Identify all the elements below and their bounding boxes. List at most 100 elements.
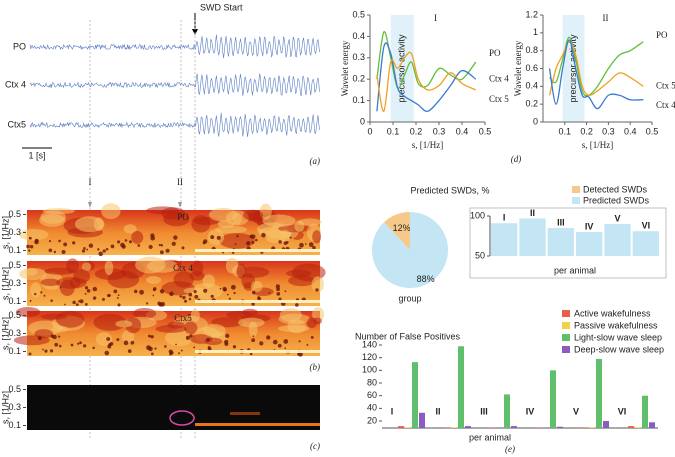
series-label: Ctx 4: [656, 100, 675, 110]
spectrogram-dot: [58, 239, 61, 243]
series-label: PO: [656, 30, 668, 40]
bar: [547, 228, 574, 256]
spectrogram-label: Ctx 4: [173, 263, 193, 273]
spectrogram-dot: [278, 240, 282, 244]
spectrogram-dot: [159, 289, 165, 294]
bar: [603, 421, 609, 428]
spectrogram-dot: [261, 232, 266, 238]
x-tick-label: 0.1: [559, 126, 572, 136]
series-label: PO: [489, 48, 501, 58]
spectrogram-dot: [308, 242, 314, 247]
legend-swatch: [562, 334, 570, 341]
spectrogram-dot: [107, 344, 112, 349]
spectrogram-dot: [152, 288, 156, 292]
category-label: III: [557, 217, 565, 227]
y-tick-label: 0: [360, 116, 365, 126]
line-series: [549, 36, 644, 97]
spectrogram-dot: [180, 349, 183, 352]
spectrogram-blob: [191, 260, 204, 277]
legend-swatch: [572, 197, 580, 204]
spectrogram-dot: [184, 299, 187, 303]
x-tick-label: 0: [367, 126, 372, 136]
spectrogram-dot: [150, 352, 154, 356]
bar: [582, 427, 588, 428]
spectrogram-dot: [233, 291, 236, 295]
y-tick-label: 1.2: [525, 9, 538, 19]
spectrogram-dot: [124, 239, 128, 242]
spectrogram-dot: [210, 235, 215, 240]
spectrogram-dot: [154, 347, 157, 350]
spectrogram-dot: [88, 243, 94, 248]
bar: [635, 427, 641, 428]
highlight-label: precursor activity: [397, 34, 407, 103]
legend-swatch: [562, 310, 570, 317]
spectrogram-dot: [251, 241, 255, 244]
spectrogram-blob: [225, 210, 249, 226]
spectrogram-dot: [268, 291, 271, 294]
spectrogram-blob: [145, 276, 162, 284]
spectrogram-blob: [165, 330, 194, 347]
spectrogram-dot: [252, 290, 256, 295]
spectrogram-dot: [92, 346, 95, 350]
spectrogram-dot: [193, 289, 197, 294]
spectrogram-dot: [277, 343, 282, 348]
marker-label: I: [89, 177, 92, 187]
spectrogram-dot: [216, 235, 221, 240]
spectrogram-dot: [59, 286, 62, 289]
spectrogram-dot: [259, 341, 264, 346]
spectrogram-streak: [195, 300, 320, 303]
y-axis-label: s, [1/Hz]: [0, 216, 10, 249]
bar: [628, 426, 634, 428]
spectrogram-blob: [155, 324, 188, 333]
spectrogram-dot: [29, 299, 32, 302]
spectrogram-blob: [93, 217, 104, 231]
spectrogram-blob: [287, 319, 307, 334]
category-label: II: [530, 208, 535, 218]
spectrogram-dot: [283, 339, 289, 344]
bar: [649, 422, 655, 428]
legend-swatch: [562, 346, 570, 353]
category-label: III: [480, 406, 488, 416]
spectrogram-streak: [195, 249, 320, 252]
category-label: IV: [526, 406, 535, 416]
spectrogram-dot: [272, 339, 278, 345]
spectrogram-dot: [275, 284, 280, 289]
spectrogram-dot: [28, 249, 31, 252]
marker-arrow: [178, 202, 182, 208]
spectrogram-dot: [165, 248, 170, 253]
bar: [536, 427, 542, 428]
highlight-label: precursor activity: [568, 34, 578, 103]
spectrogram-dot: [43, 294, 46, 297]
spectrogram-dot: [64, 303, 66, 306]
bar: [465, 426, 471, 428]
spectrogram-dot: [63, 242, 68, 247]
y-tick-label: 0.1: [8, 296, 21, 306]
spectrogram-dot: [188, 292, 193, 297]
bar: [451, 427, 457, 428]
spectrogram-dot: [304, 243, 307, 245]
spectrogram-dot: [284, 290, 287, 293]
y-tick-label: 100: [362, 365, 377, 375]
spectrogram-dot: [84, 286, 89, 290]
legend-swatch: [572, 186, 580, 193]
bar: [511, 426, 517, 428]
spectrogram-dot: [283, 241, 288, 245]
spectrogram-dot: [158, 243, 161, 247]
series-label: Ctx 5: [489, 94, 509, 104]
spectrogram-blob: [279, 229, 291, 242]
series-label: Ctx 5: [656, 80, 675, 90]
spectrogram-dot: [97, 248, 100, 251]
category-label: V: [614, 213, 620, 223]
spectrogram-blob: [236, 263, 246, 279]
legend-label: Light-slow wave sleep: [574, 332, 662, 342]
y-tick-label: 0.6: [525, 63, 538, 73]
spectrogram-dot: [203, 288, 208, 293]
spectrogram-blob: [183, 321, 198, 334]
spectrogram-dot: [26, 244, 30, 249]
spectrogram-dot: [34, 292, 37, 296]
spectrogram-blob: [51, 325, 69, 333]
spectrogram-dot: [84, 302, 88, 306]
y-tick-label: 40: [367, 403, 377, 413]
